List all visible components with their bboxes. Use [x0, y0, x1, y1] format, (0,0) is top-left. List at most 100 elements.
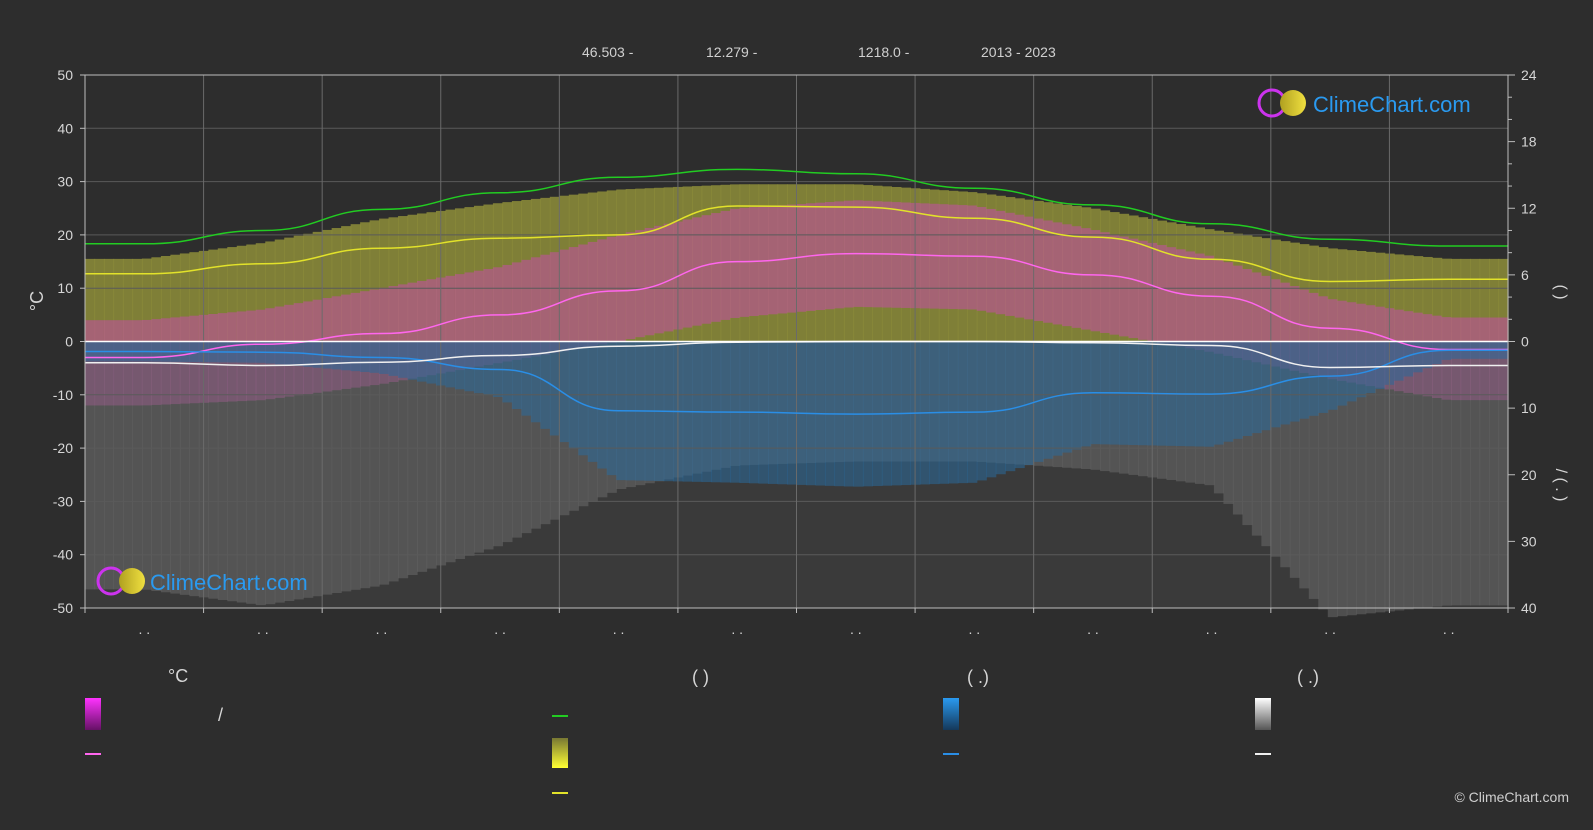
temp-range-band [995, 210, 1006, 315]
sunshine-band [1479, 258, 1490, 342]
sunshine-band [189, 252, 200, 342]
snow-band [360, 341, 371, 589]
sunshine-band [122, 258, 134, 342]
snow-band [1432, 341, 1443, 607]
sunshine-band [350, 224, 361, 342]
legend-rain-mean-swatch [943, 753, 959, 755]
temp-range-band [1100, 232, 1111, 333]
legend-temp-mean-swatch [85, 753, 101, 755]
legend-rain-header: ( .) [967, 667, 989, 687]
brand-logo-bottom: ClimeChart.com [96, 566, 308, 596]
sunshine-band [217, 248, 228, 342]
rain-line [85, 349, 1508, 415]
chart-header: 46.503 - 12.279 - 1218.0 - 2013 - 2023 [582, 44, 1056, 60]
y-tick-label-left: 30 [57, 174, 73, 190]
sunshine-band [1394, 254, 1405, 342]
rain-band [587, 341, 598, 462]
snow-band [417, 341, 428, 572]
temp-range-band [464, 272, 475, 369]
snow-band [379, 341, 390, 585]
sunshine-band [407, 214, 418, 342]
rain-band [502, 341, 513, 403]
snow-band [1422, 341, 1433, 608]
snow-band [265, 341, 276, 605]
sunshine-band [1403, 255, 1414, 342]
snow-band [1261, 341, 1272, 547]
rain-band [1071, 341, 1082, 450]
sunshine-band [85, 258, 96, 342]
rain-band [1394, 341, 1405, 381]
temp-range-band [1185, 251, 1196, 349]
snow-band [426, 341, 437, 569]
temp-range-band [739, 207, 750, 317]
rain-band [464, 341, 475, 392]
y-tick-label-right-upper: 0 [1521, 334, 1529, 350]
temp-range-band [369, 289, 380, 386]
temp-range-band [730, 208, 741, 318]
sunshine-band [1489, 258, 1500, 342]
rain-band [1403, 341, 1414, 377]
rain-band [1052, 341, 1063, 456]
rain-band [1270, 341, 1281, 428]
rain-band [426, 341, 437, 384]
snow-band [151, 341, 162, 592]
x-tick-label: . . [731, 621, 743, 637]
snow-band [312, 341, 323, 597]
temp-range-band [967, 205, 978, 310]
data-lines [84, 168, 1508, 415]
y-tick-label-right-upper: 6 [1521, 267, 1529, 283]
temp-range-band [1194, 253, 1206, 351]
rain-band [1375, 341, 1386, 389]
temp-range-band [379, 287, 390, 384]
y-tick-label-left: 10 [57, 280, 73, 296]
rain-band [1005, 341, 1016, 472]
brand-name-top: ClimeChart.com [1313, 92, 1471, 117]
temp-range-band [1318, 296, 1329, 378]
sunshine-band [1441, 258, 1452, 342]
temp-range-band [625, 232, 636, 340]
snow-band [511, 341, 522, 538]
temp-range-band [701, 215, 712, 324]
rain-band [1318, 341, 1329, 413]
temp-range-band [587, 241, 598, 347]
snow-band [331, 341, 342, 594]
temp-range-band [1156, 245, 1168, 344]
temp-range-band [606, 236, 617, 343]
sunshine-band [227, 247, 238, 342]
temp-range-band [692, 217, 703, 326]
snow-band [388, 341, 399, 582]
temp-range-band [473, 270, 485, 367]
rain-band [454, 341, 466, 390]
rain-band [1280, 341, 1291, 425]
temp-range-band [454, 274, 466, 371]
snow-band [284, 341, 295, 602]
rain-band [549, 341, 560, 436]
y-tick-label-right-lower: 10 [1521, 400, 1537, 416]
snow-band [141, 341, 153, 590]
snow-band [293, 341, 304, 600]
sunshine-band [360, 222, 371, 342]
rain-band [986, 341, 997, 478]
sunshine-band [322, 229, 333, 342]
rain-band [1043, 341, 1054, 459]
rain-band [473, 341, 485, 394]
temp-range-band [1033, 218, 1044, 322]
sunshine-band [94, 258, 105, 342]
snow-band [454, 341, 466, 560]
header-longitude: 12.279 - [706, 44, 758, 60]
sunshine-band [417, 213, 428, 342]
sunshine-band [1422, 256, 1433, 342]
temp-range-band [1109, 234, 1120, 335]
x-tick-label: . . [1206, 621, 1218, 637]
temp-range-band [834, 201, 845, 309]
snow-band [1270, 341, 1281, 557]
snow-band [208, 341, 219, 599]
rain-band [540, 341, 551, 429]
rain-band [398, 341, 409, 378]
temp-range-band [1261, 275, 1272, 365]
logo-sun-icon [1280, 90, 1306, 116]
rain-band [1223, 341, 1234, 442]
temp-range-band [1175, 249, 1187, 347]
snow-band [236, 341, 247, 603]
legend-sunshine-range-swatch [552, 738, 568, 768]
